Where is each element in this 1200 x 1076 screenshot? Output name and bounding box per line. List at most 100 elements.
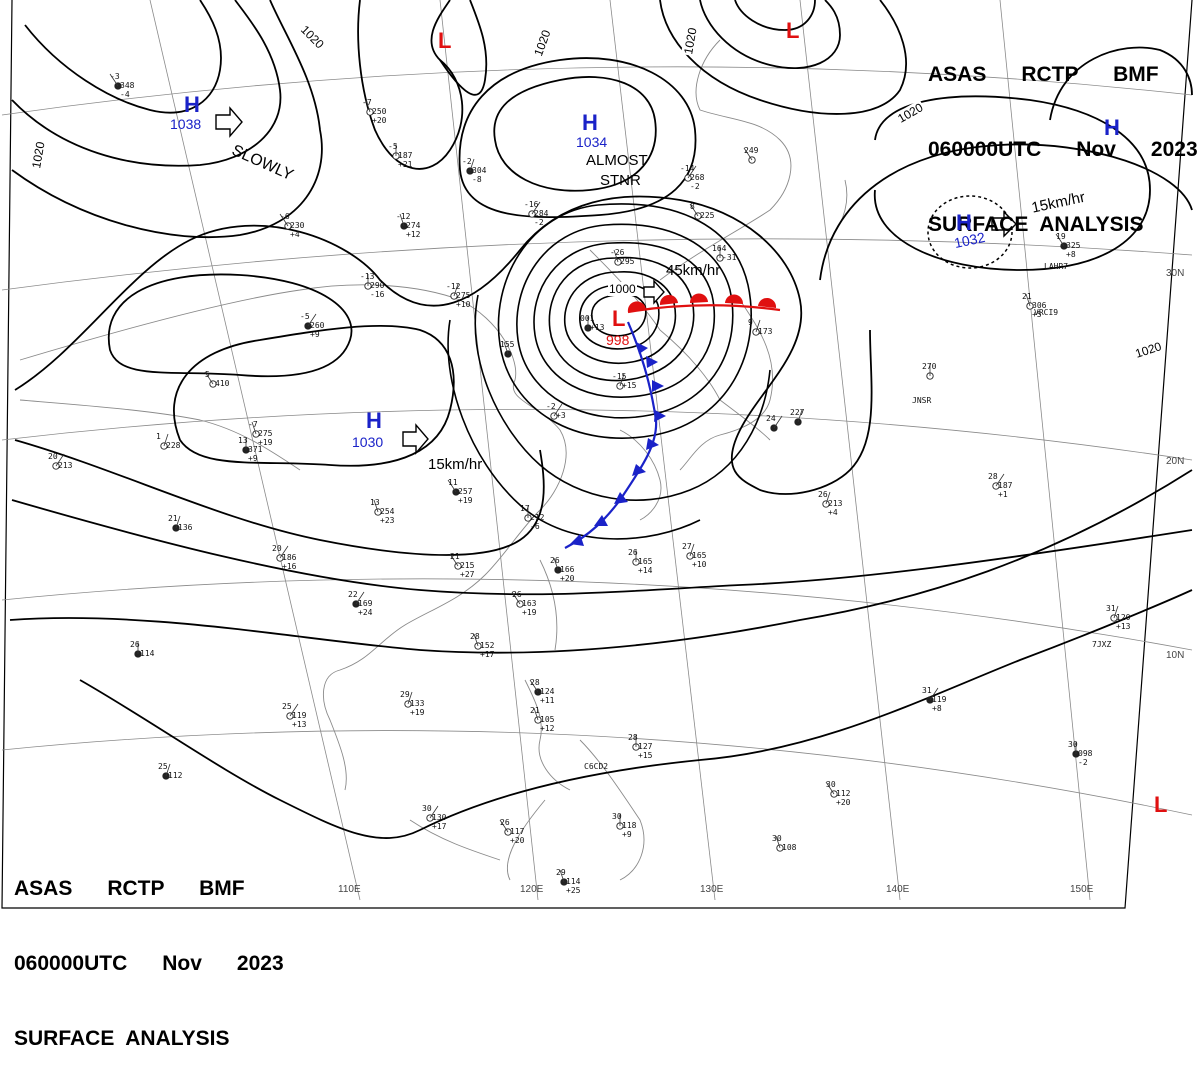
station-wind-barb <box>825 491 831 505</box>
station-markers <box>52 73 1119 886</box>
lon-label-150e: 150E <box>1070 884 1094 895</box>
station-plot: -26 295 <box>610 248 634 266</box>
station-value: +4 <box>290 230 300 239</box>
station-plot: -15 +15 <box>612 372 636 390</box>
station-value: -2 <box>546 402 556 411</box>
footer-line-2: 060000UTC Nov 2023 <box>14 952 284 975</box>
station-value: 30 <box>612 812 622 821</box>
station-value: +19 <box>458 496 473 505</box>
lon-label-140e: 140E <box>886 884 910 895</box>
station-value: 227 <box>790 408 805 417</box>
station-value: 28 <box>530 678 540 687</box>
station-plot: 26 213 +4 <box>818 490 842 517</box>
station-wind-barb <box>373 499 379 513</box>
high-1034-pressure: 1034 <box>576 134 608 150</box>
station-value: 112 <box>836 789 851 798</box>
station-value: 25 <box>282 702 292 711</box>
station-value: -6 <box>280 212 290 221</box>
station-plot: 227 <box>790 408 804 417</box>
station-id-vrci9: VRCI9 <box>1034 308 1059 317</box>
station-wind-barb <box>163 433 169 447</box>
high-1030-pressure: 1030 <box>352 434 384 450</box>
low-ne-symbol: L <box>786 18 800 43</box>
station-value: +20 <box>560 574 575 583</box>
station-value: +15 <box>638 751 653 760</box>
station-wind-barb <box>559 869 565 883</box>
station-value: +25 <box>566 886 581 895</box>
station-value: +20 <box>836 798 851 807</box>
arrow-998 <box>643 279 665 305</box>
station-value: -3 <box>110 72 120 81</box>
low-north-symbol: L <box>438 28 452 53</box>
station-value: -2 <box>534 218 544 227</box>
station-value: -2 <box>462 157 472 166</box>
station-plot: 9 173 <box>748 318 772 336</box>
station-plot: 13 254 +23 <box>370 498 394 525</box>
station-id-lahr7: LAHR7 <box>1044 262 1069 271</box>
station-id-c6cd2: C6CD2 <box>584 762 609 771</box>
station-wind-barb <box>473 633 479 647</box>
map-header-bottom: ASAS RCTP BMF 060000UTC Nov 2023 SURFACE… <box>14 826 284 1076</box>
station-wind-barb <box>689 203 699 217</box>
station-wind-barb <box>469 158 475 172</box>
station-value: 108 <box>782 843 797 852</box>
station-value: 30 <box>826 780 836 789</box>
station-value: -2 <box>1078 758 1088 767</box>
station-value: 212 <box>530 513 545 522</box>
station-value: 119 <box>932 695 947 704</box>
lon-label-120e: 120E <box>520 884 544 895</box>
station-value: -5 <box>300 312 310 321</box>
station-value: 28 <box>470 632 480 641</box>
station-plot: 164 -31 <box>712 244 736 262</box>
station-value: 1 <box>156 432 161 441</box>
station-value: 30 <box>772 834 782 843</box>
station-value: 166 <box>560 565 575 574</box>
station-plot: 155 <box>500 340 514 349</box>
station-value: +9 <box>248 454 258 463</box>
station-plot: 28 152 +17 <box>470 632 494 659</box>
station-value: 410 <box>215 379 230 388</box>
station-plot: 27 165 +10 <box>682 542 706 569</box>
station-plot: 001 +13 <box>580 314 604 332</box>
station-value: +9 <box>310 330 320 339</box>
latitude-grid <box>1 66 1193 816</box>
station-value: 164 <box>712 244 727 253</box>
station-value: 9 <box>748 318 753 327</box>
station-value: 28 <box>988 472 998 481</box>
station-value: 29 <box>556 868 566 877</box>
station-plot: 29 114 +25 <box>556 868 580 895</box>
station-value: 275 <box>258 429 273 438</box>
station-value: 124 <box>540 687 555 696</box>
station-wind-barb <box>1055 233 1065 247</box>
high-east-symbol: H <box>1104 115 1120 140</box>
station-value: +23 <box>380 516 395 525</box>
station-wind-barb <box>613 249 619 263</box>
station-value: 186 <box>282 553 297 562</box>
station-wind-barb <box>399 213 405 227</box>
header-line-3: SURFACE ANALYSIS <box>928 213 1144 236</box>
station-value: +5 <box>1032 310 1042 319</box>
station-wind-barb <box>355 591 365 605</box>
station-value: 270 <box>922 362 937 371</box>
lon-label-110e: 110E <box>338 884 361 895</box>
station-plot: -7 275 +19 <box>248 420 272 447</box>
station-value: 274 <box>406 221 421 230</box>
station-value: 30 <box>1068 740 1078 749</box>
station-wind-barb <box>775 835 781 849</box>
station-value: -16 <box>370 290 385 299</box>
station-plot: 30 118 +9 <box>612 812 636 839</box>
station-value: 249 <box>744 146 759 155</box>
station-value: +1 <box>998 490 1008 499</box>
motion-arrows <box>215 106 1017 455</box>
station-value: 26 <box>818 490 828 499</box>
station-value: 254 <box>380 507 395 516</box>
high-1038-symbol: H <box>184 92 200 117</box>
station-wind-barb <box>687 165 697 179</box>
station-wind-barb <box>553 403 563 417</box>
station-plot: 20 186 +16 <box>272 544 296 571</box>
station-value: 371 <box>248 445 263 454</box>
station-wind-barb <box>165 763 171 777</box>
station-value: 284 <box>534 209 549 218</box>
station-id-jnsr: JNSR <box>912 396 932 405</box>
station-value: 213 <box>828 499 843 508</box>
